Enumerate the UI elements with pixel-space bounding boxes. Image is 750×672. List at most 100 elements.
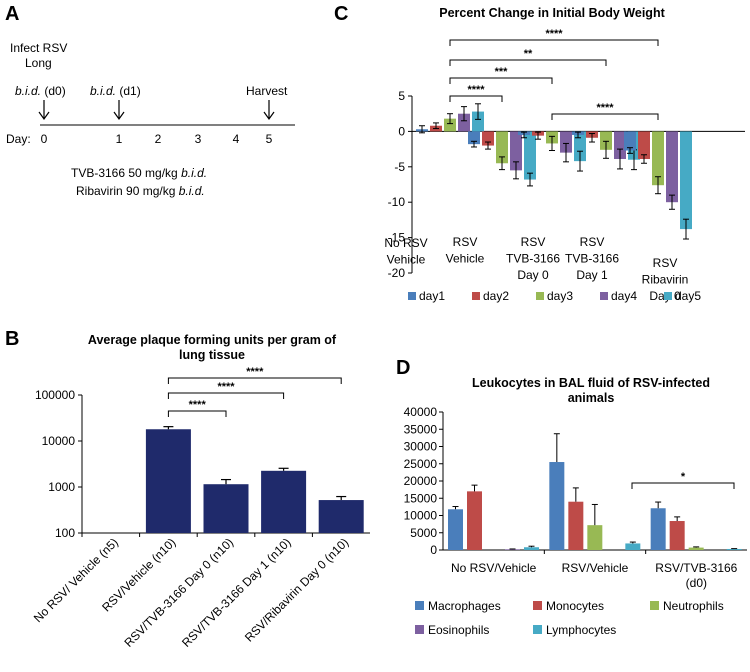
chart-b-ytick-label: 10000 <box>42 434 76 448</box>
chart-d-bar-Lymphocytes <box>524 547 539 550</box>
chart-d-legend-swatch-monocytes <box>533 601 542 610</box>
chart-d-bar-Lymphocytes <box>726 548 742 550</box>
chart-c-sig-bracket <box>449 39 659 46</box>
arrow-day5-head <box>263 111 275 121</box>
chart-d-sig-bracket-label: * <box>681 471 686 483</box>
chart-c-bar-day3 <box>444 118 456 132</box>
chart-d-legend-swatch-eosinophils <box>415 625 424 634</box>
chart-d-legend-label-eosinophils: Eosinophils <box>428 623 489 637</box>
timeline-day-4: 4 <box>233 132 240 146</box>
chart-d-bar-Neutrophils <box>587 525 603 550</box>
chart-d-ytick-label: 10000 <box>404 509 438 523</box>
timeline-day-0: 0 <box>41 132 48 146</box>
chart-b-ytick-label: 100000 <box>35 388 75 402</box>
chart-d-legend-label-monocytes: Monocytes <box>546 599 604 613</box>
chart-c-legend-swatch-day1 <box>408 292 416 300</box>
panel-c: C Percent Change in Initial Body Weight … <box>334 3 745 303</box>
chart-c-group-label: RSV <box>580 235 605 249</box>
chart-c-group-label: No RSV <box>384 236 427 250</box>
chart-c-group-label: TVB-3166 <box>565 252 619 266</box>
chart-c-title: Percent Change in Initial Body Weight <box>439 6 665 20</box>
panel-label-a: A <box>5 3 19 25</box>
chart-d-legend-swatch-lymphocytes <box>533 625 542 634</box>
chart-c-group-label: Day 0 <box>517 268 549 282</box>
chart-c-legend-swatch-day5 <box>664 292 672 300</box>
chart-c-sig-bracket-label: **** <box>596 102 614 114</box>
panel-label-d: D <box>396 357 410 379</box>
chart-c-group-label: TVB-3166 <box>506 252 560 266</box>
chart-c-sig-bracket-label: ** <box>524 48 533 60</box>
chart-b-bar <box>318 500 364 533</box>
chart-d-legend-label-macrophages: Macrophages <box>428 599 501 613</box>
chart-c-bar-day4 <box>458 113 470 132</box>
chart-c-group-label: Day 1 <box>576 268 608 282</box>
panel-d: D Leukocytes in BAL fluid of RSV-infecte… <box>396 357 747 637</box>
chart-b-title-line1: Average plaque forming units per gram of <box>88 333 337 347</box>
chart-d-legend-swatch-macrophages <box>415 601 424 610</box>
chart-c-bar-day1 <box>624 131 636 151</box>
chart-d-ytick-label: 35000 <box>404 422 438 436</box>
chart-c-ytick-label: -10 <box>388 195 406 209</box>
chart-c-legend-label-day2: day2 <box>483 289 509 303</box>
timeline-bid-d1: b.i.d. (d1) <box>90 84 141 98</box>
timeline-day-ticks: 0 1 2 3 4 5 <box>41 132 273 146</box>
chart-b-sig-bracket-label: **** <box>217 381 235 393</box>
chart-c-bar-day3 <box>496 131 508 164</box>
chart-c-ytick-label: 5 <box>398 89 405 103</box>
panel-b: B Average plaque forming units per gram … <box>5 328 370 650</box>
chart-b-sig-bracket <box>167 392 285 399</box>
timeline-bid-d0: b.i.d. (d0) <box>15 84 66 98</box>
chart-c-bar-day5 <box>680 131 692 230</box>
timeline-day-5: 5 <box>266 132 273 146</box>
chart-c-ytick-label: 0 <box>398 124 405 138</box>
chart-d-ytick-label: 30000 <box>404 440 438 454</box>
chart-d-ytick-label: 40000 <box>404 405 438 419</box>
chart-d-title-line1: Leukocytes in BAL fluid of RSV-infected <box>472 376 710 390</box>
timeline-harvest: Harvest <box>246 84 288 98</box>
chart-c-group-label: Vehicle <box>446 252 485 266</box>
chart-b-bar <box>203 484 249 533</box>
chart-c-group-label: Ribavirin <box>642 273 689 287</box>
chart-c-ytick-label: -15 <box>388 231 406 245</box>
chart-d-title-line2: animals <box>568 391 615 405</box>
chart-c-sig-bracket-label: **** <box>467 84 485 96</box>
chart-d-bar-Macrophages <box>650 508 666 550</box>
timeline-infect-line2: Long <box>25 56 52 70</box>
chart-b-category-label: RSV/TVB-3166 Day 0 (n10) <box>122 535 237 650</box>
chart-d-bar-Neutrophils <box>688 547 704 550</box>
panel-label-b: B <box>5 328 19 350</box>
chart-b-sig-bracket-label: **** <box>189 399 207 411</box>
chart-c-legend-label-day4: day4 <box>611 289 637 303</box>
chart-b-sig-bracket <box>167 377 342 384</box>
chart-c-bar-day5 <box>524 131 536 180</box>
arrow-day1-head <box>113 111 125 121</box>
chart-b-sig-bracket-label: **** <box>246 366 264 378</box>
chart-c-sig-bracket-label: *** <box>495 66 509 78</box>
timeline-arrows <box>38 100 275 121</box>
chart-c-group-label: Vehicle <box>387 253 426 267</box>
chart-d-legend-label-neutrophils: Neutrophils <box>663 599 724 613</box>
chart-d-ytick-label: 15000 <box>404 491 438 505</box>
chart-d-group-label: (d0) <box>686 576 707 590</box>
chart-b-ytick-label: 100 <box>55 526 75 540</box>
chart-d-sig-bracket <box>631 482 735 489</box>
chart-c-legend-label-day3: day3 <box>547 289 573 303</box>
chart-d-ytick-label: 20000 <box>404 474 438 488</box>
timeline-day-2: 2 <box>155 132 162 146</box>
chart-c-sig-bracket <box>449 59 607 66</box>
chart-c-bar-day4 <box>614 131 626 160</box>
chart-c-ytick-label: -5 <box>394 160 405 174</box>
chart-c-sig-bracket <box>449 77 553 84</box>
chart-c-group-label: RSV <box>653 256 678 270</box>
chart-c-bar-day5 <box>574 131 586 162</box>
panel-label-c: C <box>334 3 348 25</box>
chart-b-category-label: RSV/TVB-3166 Day 1 (n10) <box>179 535 294 650</box>
timeline-day-1: 1 <box>116 132 123 146</box>
panel-a: A Infect RSV Long b.i.d. (d0) b.i.d. (d1… <box>5 3 295 198</box>
chart-c-bar-day3 <box>600 131 612 150</box>
chart-d-bar-Eosinophils <box>505 549 520 550</box>
chart-c-sig-bracket <box>551 113 659 120</box>
chart-c-plot: 5 0 -5 -10 -15 -20 No RSV Vehicle RSV Vehicle RSV T… <box>384 28 745 303</box>
chart-c-ytick-label: -20 <box>388 266 406 280</box>
